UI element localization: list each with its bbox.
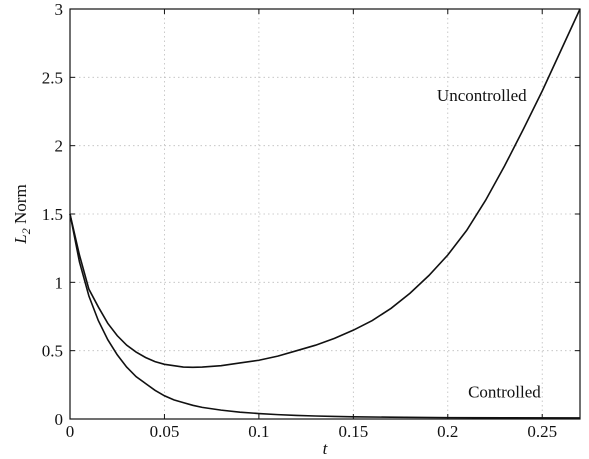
annotation-uncontrolled: Uncontrolled: [437, 86, 527, 105]
y-axis-label-rest: Norm: [11, 184, 30, 228]
y-axis-label-sub: 2: [19, 228, 33, 234]
y-axis-label: L2 Norm: [11, 184, 33, 244]
series-line-controlled: [69, 213, 581, 419]
y-tick-label: 0.5: [42, 342, 63, 361]
y-tick-label: 3: [55, 0, 64, 19]
y-tick-label: 1.5: [42, 205, 63, 224]
annotation-controlled: Controlled: [468, 383, 541, 402]
x-tick-label: 0.15: [338, 422, 368, 441]
y-tick-label: 2.5: [42, 68, 63, 87]
x-tick-label: 0.2: [437, 422, 458, 441]
series-layer: [69, 8, 581, 419]
grid: [70, 9, 580, 419]
x-axis-label: t: [323, 439, 329, 458]
annotations: Uncontrolled Controlled: [437, 86, 541, 402]
x-tick-label: 0: [66, 422, 75, 441]
ticks: 0 0.05 0.1 0.15 0.2 0.25 0 0.5 1 1.5 2 2.5 3: [42, 0, 580, 441]
x-tick-label: 0.05: [150, 422, 180, 441]
y-axis-label-main: L: [11, 234, 30, 244]
x-tick-label: 0.25: [527, 422, 557, 441]
y-tick-label: 2: [55, 137, 64, 156]
x-tick-label: 0.1: [248, 422, 269, 441]
series-line-uncontrolled: [69, 8, 581, 369]
y-tick-label: 0: [55, 410, 64, 429]
y-tick-label: 1: [55, 273, 64, 292]
